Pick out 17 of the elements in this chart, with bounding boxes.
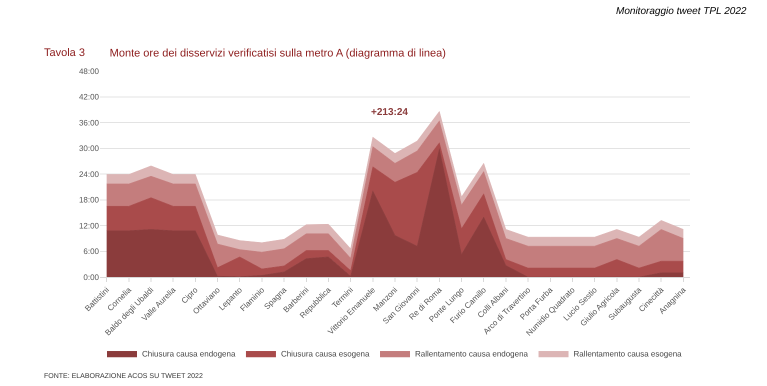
y-tick-label: 42:00 [78, 92, 100, 102]
legend-label: Chiusura causa endogena [142, 349, 236, 358]
y-tick-label: 48:00 [78, 66, 100, 76]
y-tick-label: 6:00 [83, 247, 100, 256]
text: Tavola 3 [44, 47, 85, 59]
legend-label: Rallentamento causa esogena [574, 349, 682, 358]
y-tick-label: 0:00 [83, 272, 100, 282]
chart-title: Monte ore dei disservizi verificatisi sulla metro A (diagramma di linea) [110, 48, 446, 60]
legend-label: Chiusura causa esogena [280, 349, 370, 358]
text: Monitoraggio tweet TPL 2022 [616, 6, 747, 17]
y-tick-label: 30:00 [78, 144, 100, 154]
y-tick-label: 18:00 [78, 196, 100, 205]
legend-label: Rallentamento causa endogena [415, 349, 529, 358]
y-tick-label: 24:00 [78, 170, 100, 179]
annotation: +213:24 [371, 107, 408, 118]
y-tick-label: 36:00 [78, 118, 100, 128]
y-tick-label: 12:00 [78, 221, 100, 230]
